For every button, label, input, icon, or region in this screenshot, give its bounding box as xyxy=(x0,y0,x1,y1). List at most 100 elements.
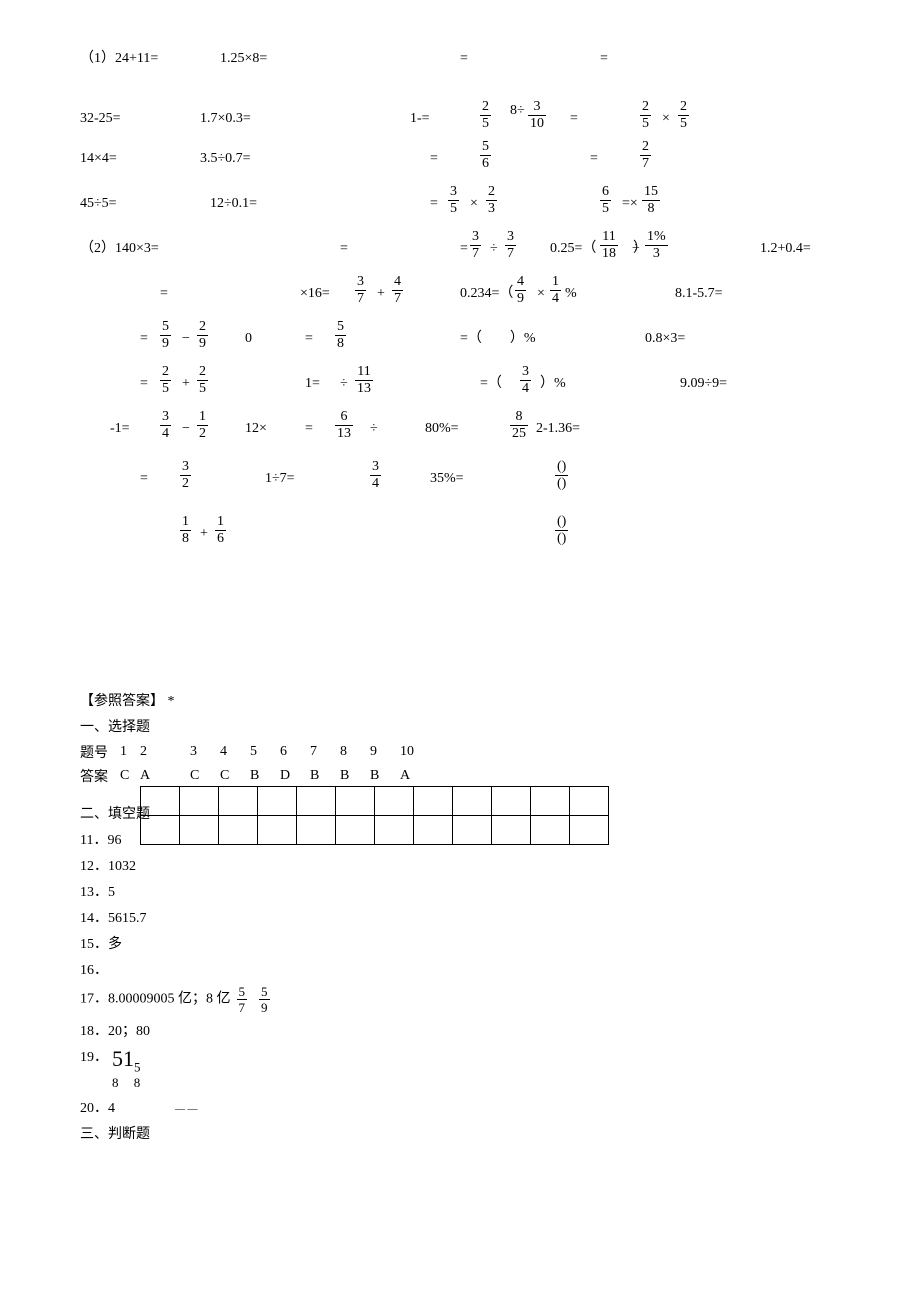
section3-heading: 三、判断题 xyxy=(80,1123,840,1143)
fraction: 34 xyxy=(370,460,381,491)
fraction: 35 xyxy=(448,185,459,216)
cell: A xyxy=(400,768,440,784)
math-cell: = xyxy=(140,330,148,348)
math-cell: 27 xyxy=(640,140,651,171)
fraction: 18 xyxy=(180,515,191,546)
fraction: 158 xyxy=(642,185,660,216)
math-cell: 12 xyxy=(197,410,208,441)
math-cell: 45÷5= xyxy=(80,195,117,213)
cell: 9 xyxy=(370,744,400,760)
math-cell: = xyxy=(305,420,313,438)
fraction: 1118 xyxy=(600,230,618,261)
fraction: 1113 xyxy=(355,365,373,396)
fraction: 37 xyxy=(470,230,481,261)
math-cell: = xyxy=(590,150,598,168)
math-cell: + xyxy=(182,375,190,393)
math-cell: 1%3 xyxy=(645,230,668,261)
math-cell: = xyxy=(140,470,148,488)
math-cell: = xyxy=(570,110,578,128)
fraction: 613 xyxy=(335,410,353,441)
math-cell: 37 xyxy=(505,230,516,261)
fill-items-container: 11．9612．103213．514．5615.715．多16．17．8.000… xyxy=(80,829,840,1117)
fill-item: 16． xyxy=(80,959,840,979)
cell: C xyxy=(120,768,140,784)
math-cell: 14 xyxy=(550,275,561,306)
cell: 5 xyxy=(250,744,280,760)
fraction: 32 xyxy=(180,460,191,491)
math-problems-grid: （1）24+11=1.25×8===32-25=1.7×0.3=1-=258÷3… xyxy=(80,50,840,630)
math-cell: ()() xyxy=(555,515,568,546)
math-cell: = xyxy=(600,50,608,68)
choice-row-answers: 答案 C A C C B D B B B A xyxy=(80,766,840,786)
math-cell: 25 xyxy=(160,365,171,396)
math-cell: 310 xyxy=(528,100,546,131)
fill-item: 13．5 xyxy=(80,881,840,901)
math-cell: 34 xyxy=(160,410,171,441)
math-cell: 35 xyxy=(448,185,459,216)
cell: B xyxy=(340,768,370,784)
table-row xyxy=(141,787,609,816)
math-cell: 3.5÷0.7= xyxy=(200,150,251,168)
math-cell: 65 xyxy=(600,185,611,216)
math-cell: = xyxy=(460,240,468,258)
math-cell: =（ ）% xyxy=(460,330,536,348)
math-cell: -1= xyxy=(110,420,130,438)
math-cell: 32 xyxy=(180,460,191,491)
math-cell: = xyxy=(160,285,168,303)
cell: A xyxy=(140,768,190,784)
answer-section: 【参照答案】 * 一、选择题 题号 1 2 3 4 5 6 7 8 9 10 答… xyxy=(80,690,840,1143)
math-cell: 0.25=（ xyxy=(550,240,596,258)
math-cell: =（ xyxy=(480,375,502,393)
cell: C xyxy=(190,768,220,784)
fraction: ()() xyxy=(555,460,568,491)
math-cell: （2）140×3= xyxy=(80,240,159,258)
cell: B xyxy=(250,768,280,784)
math-cell: 0 xyxy=(245,330,252,348)
fraction: 57 xyxy=(237,985,248,1014)
math-cell: 1÷7= xyxy=(265,470,295,488)
math-cell: ） xyxy=(633,240,647,258)
math-cell: 1-= xyxy=(410,110,430,128)
table-row xyxy=(141,816,609,845)
section1-heading: 一、选择题 xyxy=(80,716,840,736)
fraction: 34 xyxy=(520,365,531,396)
math-cell: × xyxy=(470,195,478,213)
fill-item: 17．8.00009005 亿；8 亿5759 xyxy=(80,985,840,1014)
fraction: 34 xyxy=(160,410,171,441)
math-cell: 1= xyxy=(305,375,320,393)
cell: B xyxy=(370,768,400,784)
row-label: 题号 xyxy=(80,742,120,762)
choice-table: 题号 1 2 3 4 5 6 7 8 9 10 答案 C A C C B D B xyxy=(80,742,840,845)
math-cell: （1）24+11= xyxy=(80,50,158,68)
math-cell: 35%= xyxy=(430,470,464,488)
fraction: 25 xyxy=(640,100,651,131)
fraction: 825 xyxy=(510,410,528,441)
math-cell: ÷ xyxy=(340,375,348,393)
math-cell: ×16= xyxy=(300,285,330,303)
math-cell: 25 xyxy=(678,100,689,131)
math-cell: 14×4= xyxy=(80,150,117,168)
math-cell: 8÷ xyxy=(510,102,525,120)
fraction: 25 xyxy=(197,365,208,396)
math-cell: 613 xyxy=(335,410,353,441)
fraction: 47 xyxy=(392,275,403,306)
fraction: 25 xyxy=(480,100,491,131)
math-cell: = xyxy=(140,375,148,393)
fraction: ()() xyxy=(555,515,568,546)
math-cell: 34 xyxy=(370,460,381,491)
cell: 4 xyxy=(220,744,250,760)
math-cell: + xyxy=(377,285,385,303)
fraction: 12 xyxy=(197,410,208,441)
math-cell: =× xyxy=(622,195,638,213)
fraction: 29 xyxy=(197,320,208,351)
cell: 7 xyxy=(310,744,340,760)
math-cell: 1113 xyxy=(355,365,373,396)
cell: 1 xyxy=(120,744,140,760)
math-cell: = xyxy=(430,150,438,168)
cell: 10 xyxy=(400,744,440,760)
math-cell: 23 xyxy=(486,185,497,216)
fill-item: 14．5615.7 xyxy=(80,907,840,927)
math-cell: = xyxy=(460,50,468,68)
fill-item: 19．5158 8 xyxy=(80,1046,840,1091)
math-cell: 8.1-5.7= xyxy=(675,285,723,303)
